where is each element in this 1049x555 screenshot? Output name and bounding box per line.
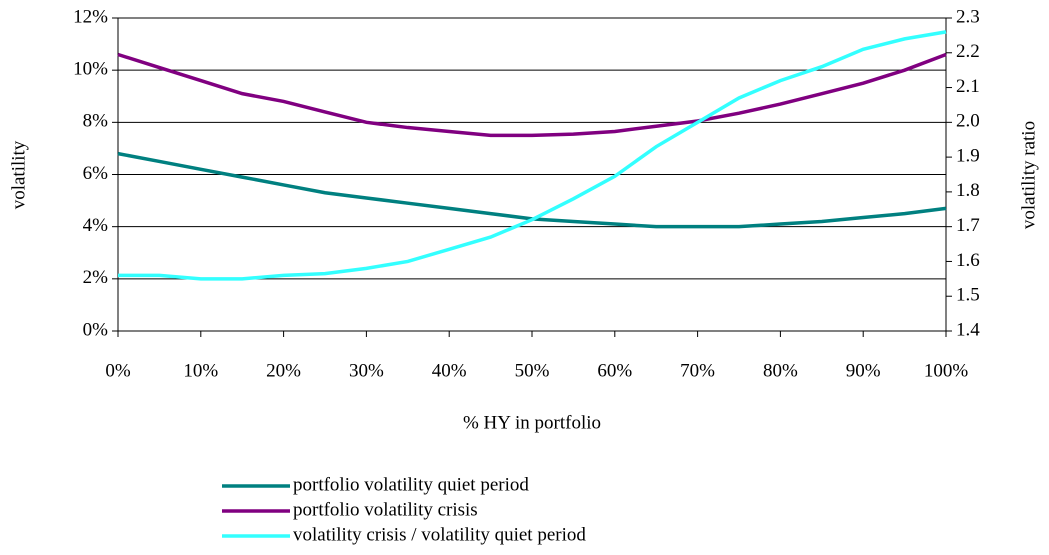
y-tick-label: 10%	[73, 59, 108, 80]
legend-label: volatility crisis / volatility quiet per…	[293, 524, 586, 545]
x-tick-label: 70%	[680, 360, 715, 381]
y2-tick-label: 2.3	[956, 6, 980, 27]
y2-tick-label: 1.4	[956, 319, 980, 340]
x-tick-label: 50%	[515, 360, 550, 381]
x-tick-label: 20%	[266, 360, 301, 381]
y2-tick-label: 1.6	[956, 250, 980, 271]
y-tick-label: 0%	[83, 319, 109, 340]
x-tick-label: 40%	[432, 360, 467, 381]
y-tick-label: 8%	[83, 111, 109, 132]
y2-tick-label: 1.7	[956, 215, 980, 236]
y-tick-label: 6%	[83, 163, 109, 184]
y-tick-label: 12%	[73, 6, 108, 27]
x-tick-label: 80%	[763, 360, 798, 381]
x-tick-label: 0%	[105, 360, 131, 381]
series-line	[117, 52, 947, 138]
y-axis-label: volatility	[8, 140, 29, 209]
x-tick-label: 90%	[846, 360, 881, 381]
x-tick-label: 30%	[349, 360, 384, 381]
x-tick-label: 60%	[597, 360, 632, 381]
x-tick-label: 100%	[924, 360, 969, 381]
x-axis-label: % HY in portfolio	[463, 412, 601, 433]
x-tick-label: 10%	[183, 360, 218, 381]
y-tick-label: 2%	[83, 267, 109, 288]
y2-tick-label: 2.1	[956, 76, 980, 97]
y2-tick-label: 1.9	[956, 145, 980, 166]
legend-label: portfolio volatility crisis	[293, 499, 478, 520]
y2-axis-label: volatility ratio	[1018, 121, 1039, 229]
y2-tick-label: 1.8	[956, 180, 980, 201]
series-line	[117, 151, 947, 229]
y2-tick-label: 2.2	[956, 41, 980, 62]
legend-label: portfolio volatility quiet period	[293, 474, 529, 495]
y-tick-label: 4%	[83, 215, 109, 236]
series-line	[118, 30, 947, 281]
y2-tick-label: 2.0	[956, 111, 980, 132]
y2-tick-label: 1.5	[956, 285, 980, 306]
